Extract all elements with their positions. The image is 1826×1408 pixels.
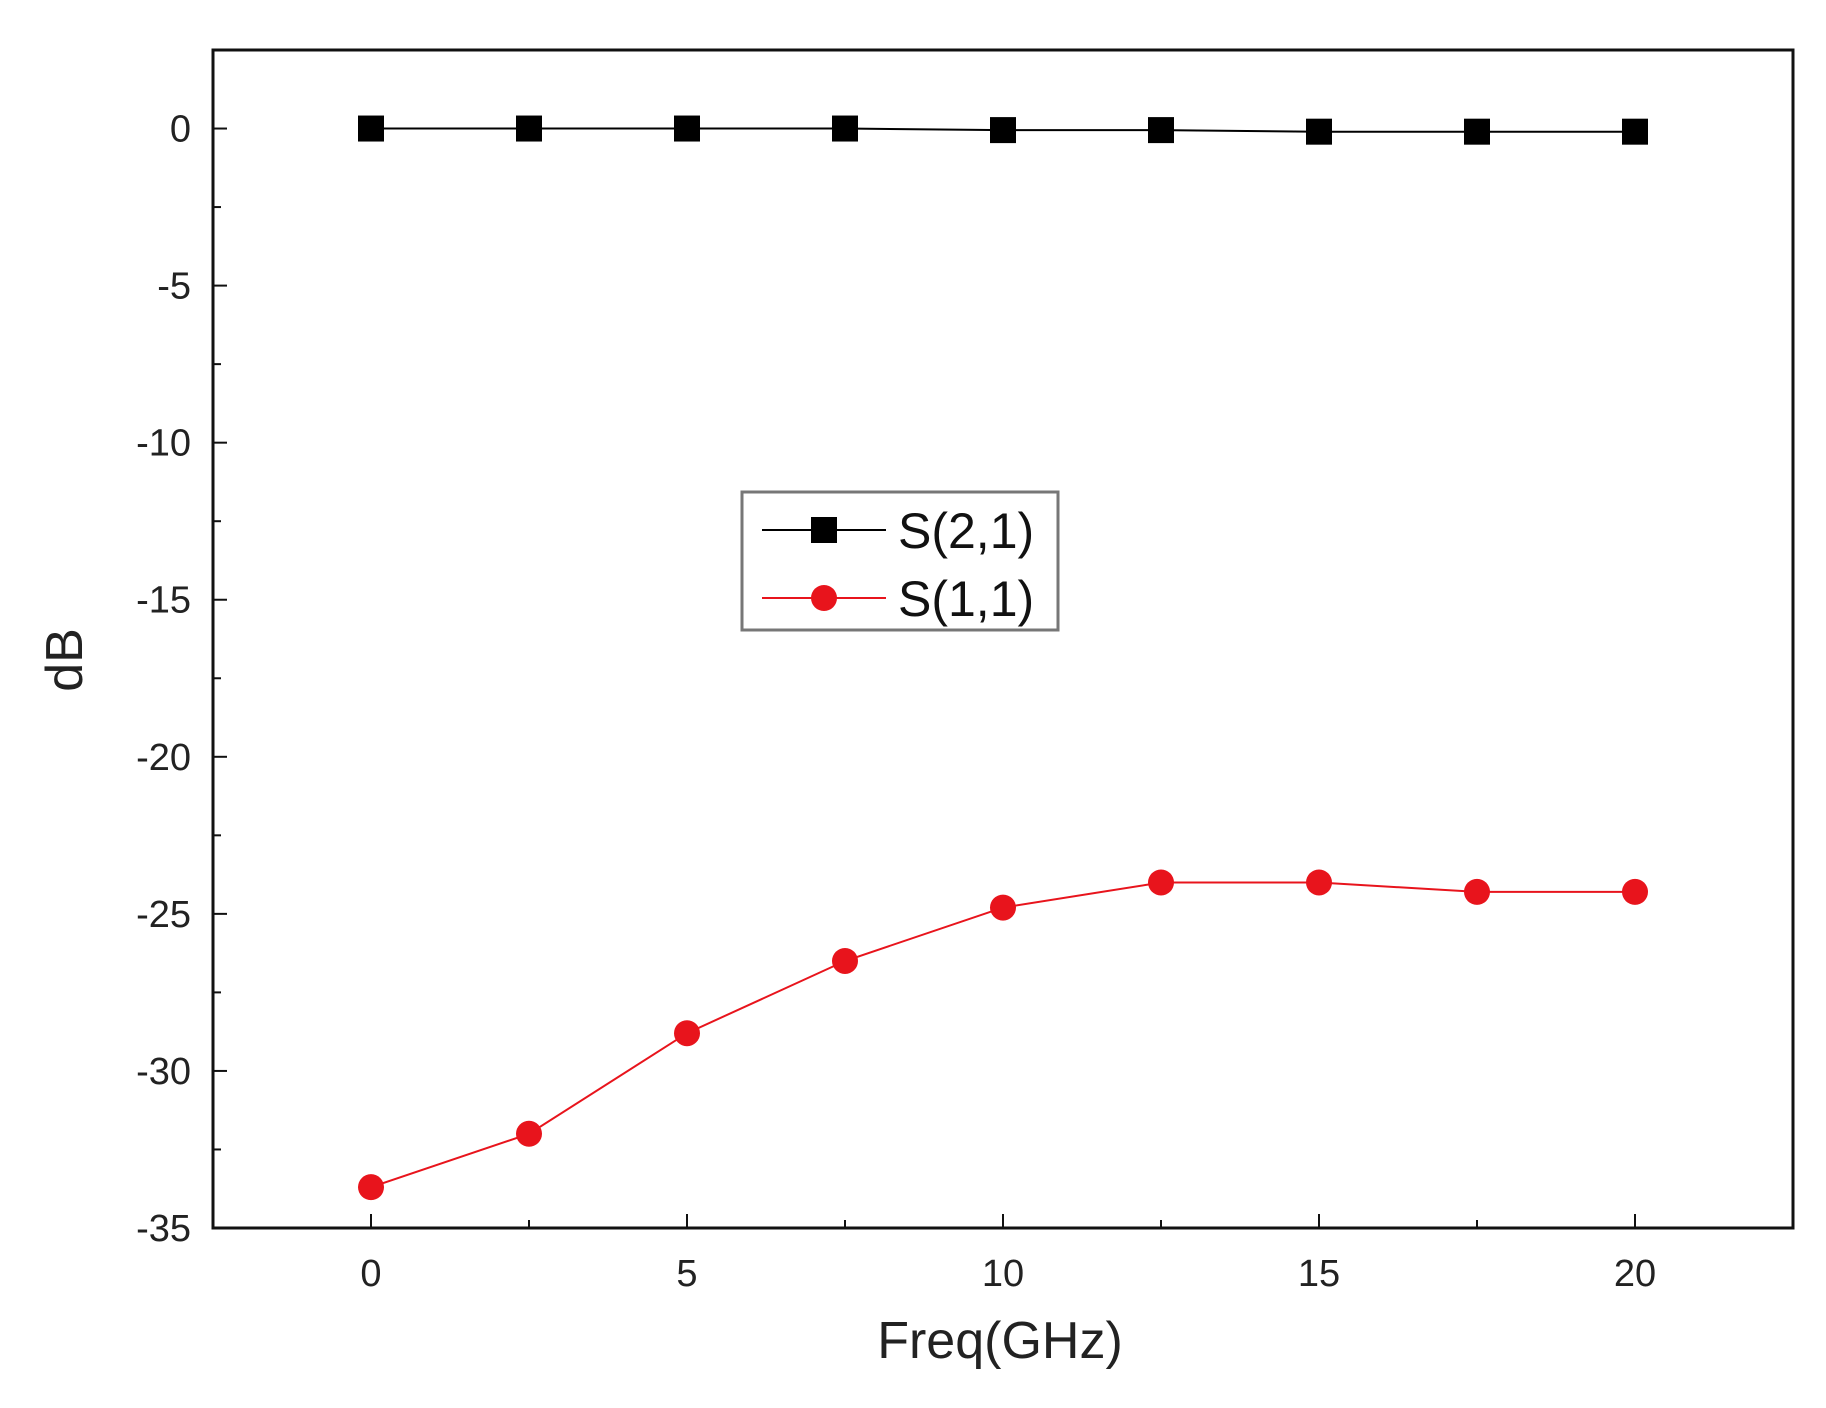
x-tick-label: 0 [360, 1253, 381, 1295]
data-point-square [674, 115, 700, 142]
x-tick-label: 15 [1298, 1253, 1340, 1295]
axes: 0 5 10 15 20 0 -5 -10 -15 -20 -25 -30 -35 [136, 109, 1656, 1295]
data-point-square [832, 115, 858, 142]
data-point-circle [990, 894, 1016, 921]
y-tick-label: -20 [136, 737, 191, 779]
data-point-square [358, 115, 384, 142]
data-point-circle [358, 1174, 384, 1201]
legend-box [740, 490, 1060, 632]
y-tick-label: -30 [136, 1051, 191, 1093]
data-point-circle [1148, 869, 1174, 896]
data-point-circle [832, 947, 858, 974]
data-point-square [1464, 118, 1490, 145]
x-axis-title: Freq(GHz) [877, 1312, 1123, 1370]
legend-marker-s11 [811, 585, 837, 611]
x-tick-label: 5 [676, 1253, 697, 1295]
x-tick-label: 10 [982, 1253, 1024, 1295]
plot-frame [211, 48, 1795, 1230]
y-tick-label: -10 [136, 423, 191, 465]
data-point-circle [516, 1120, 542, 1147]
legend: S(2,1) S(1,1) [740, 490, 1060, 632]
data-point-square [1622, 118, 1648, 145]
data-point-circle [1622, 878, 1648, 905]
legend-label-s21: S(2,1) [898, 503, 1034, 559]
data-point-square [1148, 117, 1174, 144]
data-point-circle [674, 1020, 700, 1047]
y-tick-label: -35 [136, 1208, 191, 1250]
data-point-square [990, 117, 1016, 144]
data-point-square [1306, 118, 1332, 145]
y-axis-title: dB [36, 628, 94, 692]
y-tick-label: -15 [136, 580, 191, 622]
legend-marker-s21 [811, 517, 837, 543]
series-layer [358, 115, 1648, 1201]
data-point-square [516, 115, 542, 142]
y-tick-label: 0 [170, 109, 191, 151]
y-tick-label: -5 [157, 266, 191, 308]
data-point-circle [1464, 878, 1490, 905]
data-point-circle [1306, 869, 1332, 896]
x-tick-label: 20 [1614, 1253, 1656, 1295]
legend-label-s11: S(1,1) [898, 571, 1034, 627]
y-tick-label: -25 [136, 894, 191, 936]
